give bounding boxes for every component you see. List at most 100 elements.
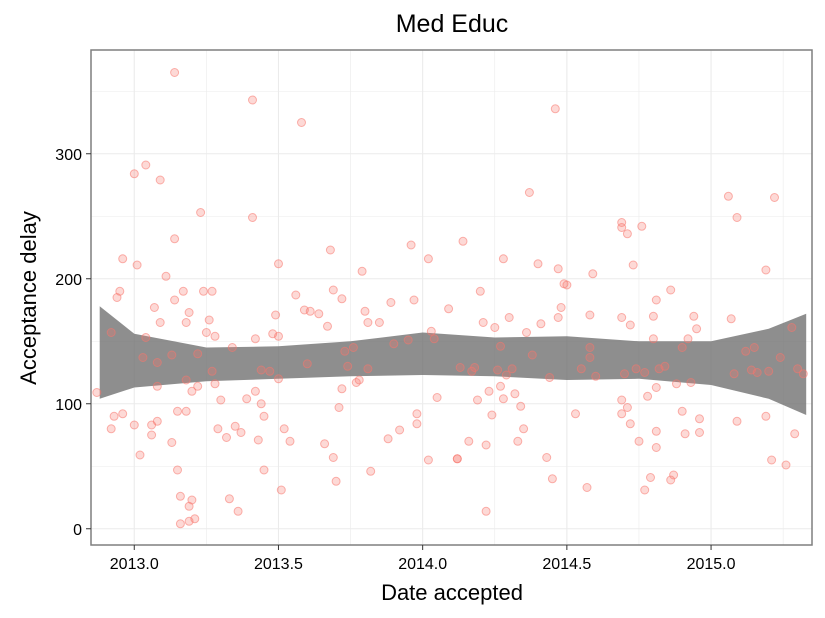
x-tick-label: 2014.5 [542,556,591,573]
data-point [363,318,373,327]
data-point [536,319,546,329]
data-point [406,240,416,250]
data-point [193,381,203,391]
data-point [617,395,627,405]
data-point [213,424,223,434]
data-point [732,416,742,426]
data-point [533,259,543,269]
y-tick-label: 300 [55,147,82,164]
data-point [423,455,433,465]
data-point [207,366,217,376]
data-point [498,394,508,404]
data-point [588,269,598,279]
data-point [729,369,739,379]
data-point [184,308,194,317]
data-point [141,160,151,170]
data-point [170,234,180,244]
data-point [170,68,180,77]
data-point [666,475,676,485]
data-point [686,378,696,387]
data-point [775,353,785,362]
data-point [242,394,252,404]
data-point [360,306,370,316]
data-point [640,485,650,495]
data-point [248,95,257,105]
data-point [187,386,197,396]
data-point [181,318,191,327]
data-point [695,428,704,437]
y-axis-label: Acceptance delay [16,211,41,385]
data-point [761,411,771,421]
data-point [501,370,511,380]
data-point [752,368,762,377]
data-point [236,428,246,437]
data-point [412,419,422,429]
data-point [138,353,148,362]
data-point [496,341,505,351]
x-axis-label: Date accepted [381,580,523,605]
data-point [259,411,269,421]
data-point [464,436,474,446]
data-point [149,303,159,312]
data-point [622,403,632,412]
data-point [320,439,330,449]
data-point [250,386,260,396]
data-point [92,388,102,397]
data-point [135,450,145,460]
data-point [470,363,480,372]
data-point [648,311,658,321]
x-tick-label: 2014.0 [398,556,447,573]
data-point [173,406,182,416]
data-point [274,331,283,341]
data-point [115,286,125,296]
data-point [305,306,315,316]
data-point [222,433,231,442]
data-point [141,333,151,342]
data-point [118,409,128,419]
data-point [571,409,580,419]
data-point [314,309,324,319]
data-point [695,414,704,424]
data-point [444,304,454,314]
data-point [256,399,266,409]
data-point [625,419,635,429]
y-tick-label: 100 [55,397,82,414]
data-point [637,221,647,231]
data-point [617,409,627,419]
data-point [253,435,263,445]
data-point [643,391,653,401]
data-point [334,403,344,412]
data-point [498,254,508,264]
data-point [363,364,373,374]
y-axis-ticks: 0 100 200 300 [55,147,91,539]
data-point [550,104,560,114]
data-point [181,375,191,385]
data-point [527,350,537,360]
data-point [680,429,690,439]
data-point [106,328,116,337]
data-point [651,426,661,436]
data-point [152,416,162,426]
data-point [585,310,595,320]
data-point [167,438,177,447]
data-point [210,379,220,389]
data-point [337,384,347,394]
x-tick-label: 2013.0 [110,556,159,573]
data-point [233,506,243,516]
data-point [129,169,139,179]
data-point [493,365,503,375]
data-point [155,175,165,185]
data-point [348,343,358,352]
data-point [764,366,774,376]
data-point [553,313,563,322]
data-point [181,406,191,416]
data-point [224,494,234,504]
data-point [542,453,552,462]
data-point [403,335,413,345]
data-point [374,318,384,327]
data-point [250,334,260,344]
data-point [677,343,687,352]
data-point [484,386,494,396]
data-point [519,424,529,434]
data-point [285,436,295,446]
